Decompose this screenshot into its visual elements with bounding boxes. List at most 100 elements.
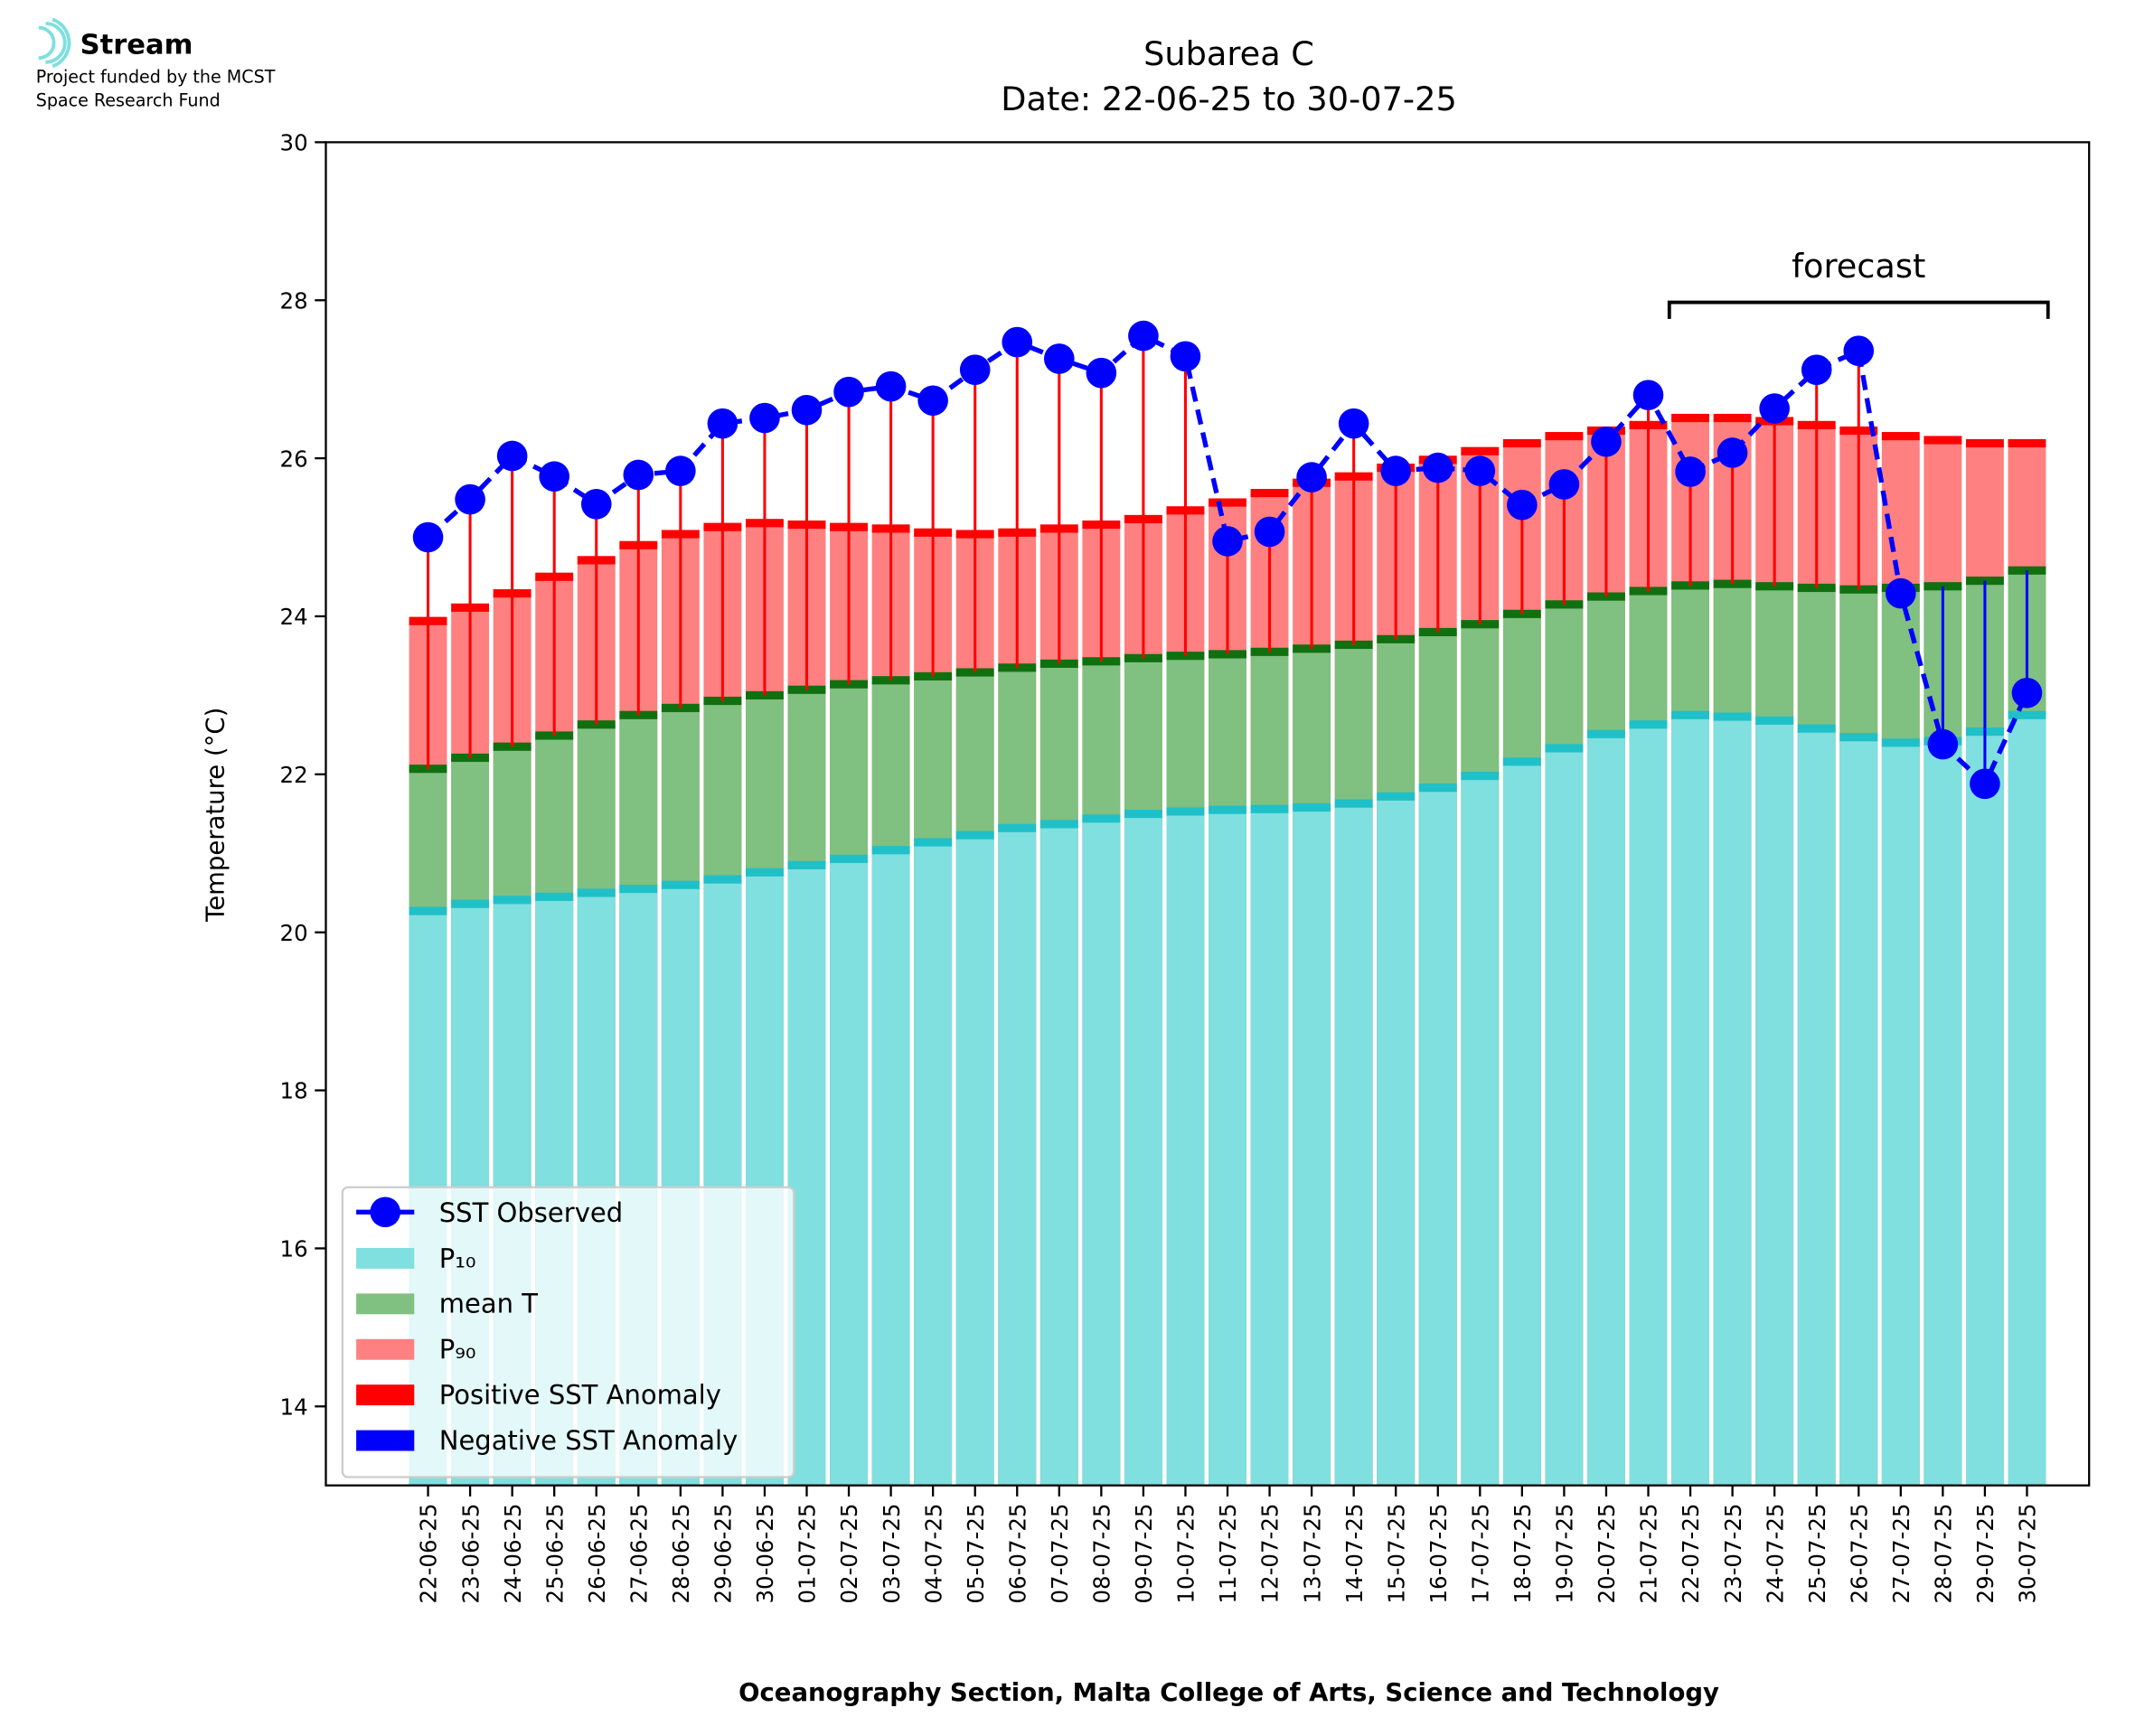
x-tick-label: 12-07-25 (1257, 1504, 1284, 1604)
x-tick-label: 27-07-25 (1888, 1504, 1914, 1604)
legend: SST Observed P₁₀ mean T P₉₀ Positive SST Ano… (341, 1186, 795, 1478)
bar-cap (493, 896, 531, 905)
logo: Stream Project funded by the MCST Space … (36, 17, 276, 111)
bar (998, 828, 1037, 1486)
x-tick-label: 02-07-25 (836, 1504, 862, 1604)
x-tick-label: 24-06-25 (500, 1504, 526, 1604)
x-tick-label: 22-06-25 (416, 1504, 442, 1604)
bar-cap (1629, 720, 1668, 729)
x-tick-label: 23-06-25 (457, 1504, 484, 1604)
sst-marker (959, 354, 991, 385)
sst-line (426, 333, 2029, 788)
bar (871, 849, 910, 1486)
x-tick-label: 05-07-25 (963, 1504, 989, 1604)
bar-cap (1293, 644, 1331, 653)
bar-cap (1209, 498, 1246, 507)
logo-icon (45, 22, 67, 64)
legend-label: P₁₀ (439, 1243, 476, 1273)
x-tick-label: 30-07-25 (2015, 1504, 2041, 1604)
bar-cap (1629, 586, 1668, 596)
plot-area: 14 16 18 20 22 24 26 28 30 22-06-25 23-06-25 24-06-… (280, 130, 2091, 1604)
x-tick-label: 01-07-25 (795, 1504, 821, 1604)
y-tick-label: 18 (280, 1078, 308, 1104)
bar-cap (1713, 413, 1752, 423)
bar-cap (1334, 799, 1373, 808)
bar (1797, 728, 1836, 1486)
bar-cap (1377, 792, 1416, 801)
bar-cap (703, 875, 742, 884)
sst-marker (1801, 354, 1832, 385)
x-tick-label: 21-07-25 (1636, 1504, 1662, 1604)
bar (1039, 823, 1078, 1486)
bar-cap (1587, 729, 1625, 738)
x-tick-label: 28-06-25 (668, 1504, 694, 1604)
bar-cap (1250, 804, 1289, 813)
sst-marker (1591, 426, 1622, 457)
bar-cap (1293, 802, 1331, 812)
logo-name: Stream (80, 30, 193, 61)
bar-cap (1839, 733, 1878, 742)
bar (1629, 724, 1668, 1486)
sst-marker (833, 376, 864, 408)
y-tick-label: 30 (280, 130, 308, 156)
legend-label: P₉₀ (439, 1334, 476, 1365)
sst-marker (1843, 335, 1875, 367)
sst-marker (1086, 357, 1117, 389)
bar (955, 835, 994, 1486)
annotation: forecast (1792, 247, 1925, 286)
bar (1250, 809, 1289, 1486)
legend-swatch (356, 1338, 415, 1360)
bar-cap (577, 888, 616, 897)
y-tick-label: 16 (280, 1236, 308, 1262)
bar-cap (1461, 446, 1500, 455)
bar (1502, 761, 1541, 1486)
bar-cap (746, 868, 784, 877)
chart-title: Subarea C (1143, 34, 1314, 73)
plot-frame (325, 141, 2091, 1487)
bar (1461, 775, 1500, 1486)
bar-cap (1418, 784, 1457, 793)
logo-icon (52, 17, 71, 69)
legend-label: Positive SST Anomaly (439, 1380, 721, 1411)
bar (1713, 717, 1752, 1486)
y-tick-label: 20 (280, 920, 308, 946)
x-tick-label: 25-06-25 (541, 1504, 568, 1604)
sst-marker (1717, 437, 1748, 468)
legend-label: SST Observed (439, 1197, 623, 1228)
x-tick-label: 03-07-25 (879, 1504, 905, 1604)
bar-cap (1124, 809, 1162, 819)
logo-line: Space Research Fund (36, 90, 221, 111)
x-tick-label: 07-07-25 (1047, 1504, 1073, 1604)
sst-marker (665, 455, 696, 486)
bar-cap (1250, 647, 1289, 656)
bar (1418, 787, 1457, 1486)
sst-marker (1380, 455, 1412, 486)
sst-marker (1548, 469, 1580, 500)
sst-marker (1296, 462, 1327, 493)
sst-marker (917, 385, 948, 417)
sst-marker (1927, 728, 1959, 760)
legend-marker (370, 1196, 400, 1228)
bar-cap (619, 885, 658, 894)
bar (1924, 741, 1962, 1486)
x-tick-label: 14-07-25 (1341, 1504, 1368, 1604)
legend-label: mean T (439, 1289, 539, 1319)
sst-marker (749, 402, 780, 434)
sst-marker (1170, 341, 1201, 372)
bar-cap (1545, 744, 1584, 753)
legend-swatch (356, 1430, 415, 1451)
x-tick-label: 24-07-25 (1762, 1504, 1788, 1604)
bar-cap (409, 906, 447, 915)
sst-marker (1254, 516, 1285, 548)
bar-cap (1881, 738, 1920, 747)
logo-line: Project funded by the MCST (36, 67, 276, 88)
forecast-bracket (1667, 300, 2050, 319)
bar (1671, 715, 1710, 1486)
x-tick-label: 26-06-25 (584, 1504, 610, 1604)
bar (1166, 811, 1205, 1486)
bar (1293, 807, 1331, 1486)
bar-cap (787, 860, 826, 869)
sst-marker (580, 489, 612, 520)
x-tick-label: 15-07-25 (1383, 1504, 1409, 1604)
x-tick-label: 17-07-25 (1467, 1504, 1493, 1604)
